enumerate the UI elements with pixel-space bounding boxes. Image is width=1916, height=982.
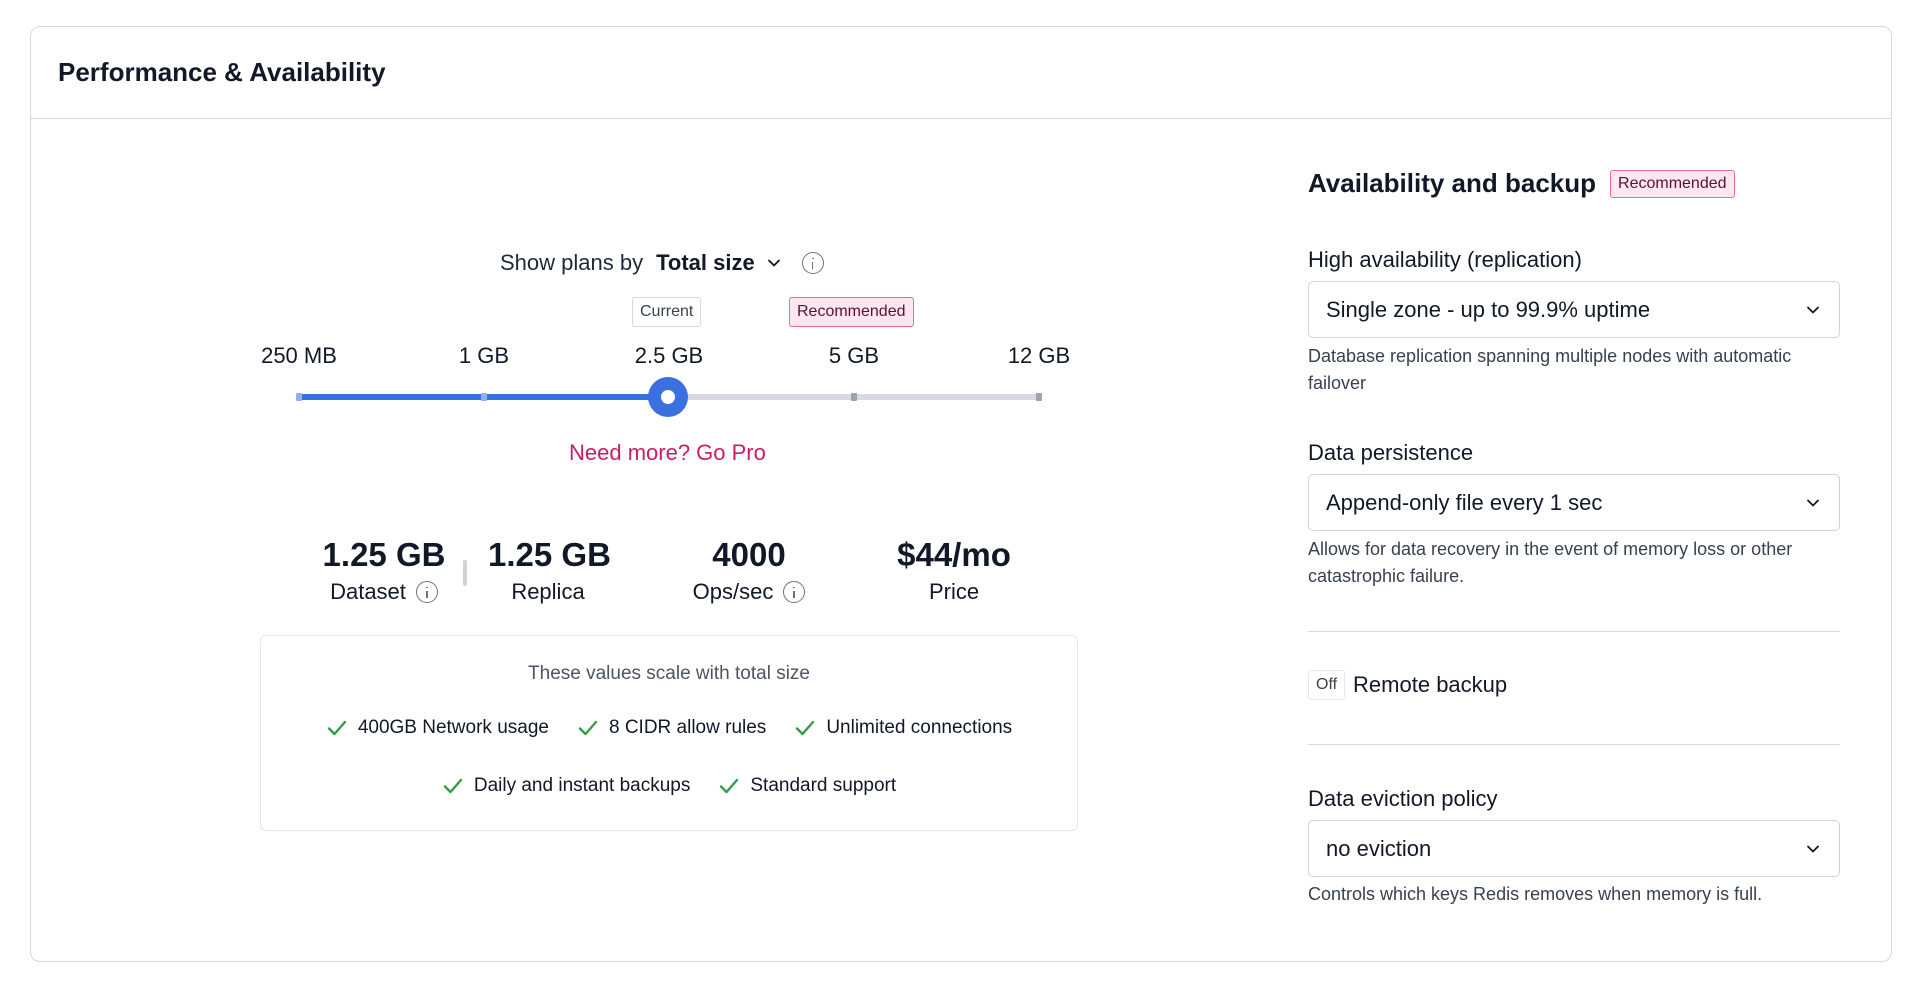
feature-label: Unlimited connections [826,717,1013,738]
show-plans-label: Show plans by [500,250,644,275]
size-option-1gb[interactable]: 1 GB [458,343,510,368]
check-icon [443,778,463,794]
chevron-down-icon [1807,845,1819,853]
size-option-12gb[interactable]: 12 GB [1007,343,1071,368]
stat-dataset: 1.25 GB Dataset [318,535,450,605]
scaling-features-title: These values scale with total size [528,663,810,684]
persistence-select[interactable]: Append-only file every 1 sec [1308,474,1840,531]
stat-label: Dataset [330,579,406,604]
slider-tick [851,393,857,401]
ha-help-text: Database replication spanning multiple n… [1308,346,1792,393]
ha-label: High availability (replication) [1308,247,1582,272]
info-icon[interactable] [415,581,438,603]
check-icon [720,778,739,794]
feature-label: 8 CIDR allow rules [608,717,767,738]
stat-divider [463,560,467,586]
stat-value: 1.25 GB [488,536,611,573]
stat-value: $44/mo [897,536,1011,573]
stat-replica: 1.25 GB Replica [488,535,611,605]
eviction-label: Data eviction policy [1308,786,1498,811]
recommended-plan-tag: Recommended [789,297,914,327]
info-icon[interactable] [801,252,824,274]
stat-value: 4000 [712,536,786,573]
availability-section-title: Availability and backup Recommended [1308,168,1735,199]
remote-backup-toggle[interactable]: Off [1308,670,1346,700]
section-heading: Availability and backup [1308,168,1597,198]
size-option-250mb[interactable]: 250 MB [261,343,337,368]
performance-availability-panel: Performance & Availability [30,26,1892,962]
panel-header: Performance & Availability [31,27,1891,119]
stat-label: Replica [511,579,585,604]
feature-item: Daily and instant backups [442,775,691,797]
feature-item: 400GB Network usage [326,717,549,739]
size-option-5gb[interactable]: 5 GB [828,343,880,368]
remote-backup-label: Remote backup [1353,672,1508,697]
recommended-badge: Recommended [1610,169,1735,198]
stat-label: Ops/sec [692,579,774,604]
panel-title: Performance & Availability [58,57,386,87]
feature-label: 400GB Network usage [357,717,549,738]
show-plans-by: Show plans by Total size [500,248,824,278]
stat-label: Price [928,579,980,604]
go-pro-link[interactable]: Need more? Go Pro [569,440,766,465]
eviction-help-text: Controls which keys Redis removes when m… [1308,884,1763,904]
stat-value: 1.25 GB [322,536,446,573]
ha-select-value: Single zone - up to 99.9% uptime [1326,296,1651,322]
check-icon [578,720,598,736]
chevron-down-icon[interactable] [767,256,781,270]
check-icon [796,720,815,736]
persistence-label: Data persistence [1308,440,1474,465]
size-slider-handle[interactable] [648,377,688,417]
current-plan-tag: Current [632,297,702,327]
ha-select[interactable]: Single zone - up to 99.9% uptime [1308,281,1840,338]
slider-tick [1036,393,1042,401]
check-icon [327,720,347,736]
slider-tick [296,393,302,401]
scaling-features-box: These values scale with total size 400GB… [260,635,1078,831]
info-icon[interactable] [783,581,806,603]
eviction-select-value: no eviction [1326,835,1432,861]
feature-item: Standard support [718,775,896,797]
feature-item: Unlimited connections [794,717,1012,739]
feature-label: Standard support [750,775,897,796]
slider-tick [481,393,487,401]
stat-ops: 4000 Ops/sec [682,535,816,605]
section-divider [1308,744,1840,745]
persistence-help-text: Allows for data recovery in the event of… [1308,539,1793,586]
plan-mode-dropdown[interactable]: Total size [656,250,755,275]
eviction-select[interactable]: no eviction [1308,820,1840,877]
stat-price: $44/mo Price [886,535,1022,605]
persistence-select-value: Append-only file every 1 sec [1326,489,1603,515]
chevron-down-icon [1807,499,1819,507]
feature-label: Daily and instant backups [473,775,691,796]
remote-backup-row: Off Remote backup [1308,670,1507,700]
chevron-down-icon [1807,306,1819,314]
feature-item: 8 CIDR allow rules [577,717,766,739]
size-option-2-5gb[interactable]: 2.5 GB [634,343,704,368]
section-divider [1308,631,1840,632]
